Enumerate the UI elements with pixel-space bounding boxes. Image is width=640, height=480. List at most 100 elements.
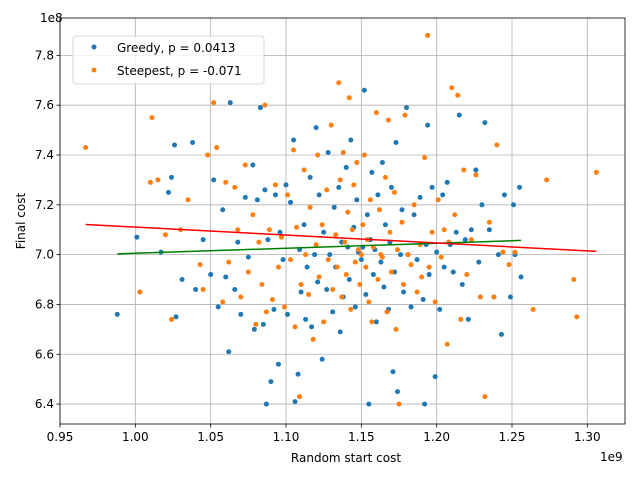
- greedy-point: [295, 371, 301, 377]
- greedy-point: [319, 356, 325, 362]
- greedy-point: [235, 239, 241, 245]
- greedy-point: [208, 272, 214, 278]
- greedy-point: [331, 204, 337, 210]
- steepest-point: [414, 289, 420, 295]
- greedy-point: [346, 277, 352, 283]
- steepest-point: [506, 262, 512, 268]
- greedy-point: [238, 311, 244, 317]
- steepest-point: [388, 269, 394, 275]
- greedy-point: [364, 212, 370, 218]
- steepest-point: [339, 294, 345, 300]
- greedy-point: [411, 212, 417, 218]
- greedy-point: [425, 122, 431, 128]
- steepest-point: [307, 204, 313, 210]
- greedy-point: [426, 272, 432, 278]
- greedy-point: [378, 259, 384, 265]
- greedy-point: [220, 207, 226, 213]
- greedy-point: [315, 279, 321, 285]
- legend-label-greedy: Greedy, p = 0.0413: [117, 41, 235, 55]
- greedy-point: [271, 306, 277, 312]
- greedy-point: [262, 187, 268, 193]
- axis-ticks: 0.95 1.00 1.05 1.10 1.15 1.20 1.25 1.30 6.4 6.6 6.…: [35, 48, 601, 444]
- greedy-point: [316, 192, 322, 198]
- greedy-point: [394, 389, 400, 395]
- greedy-point: [312, 252, 318, 258]
- x-tick-label: 1.30: [574, 430, 601, 444]
- greedy-point: [211, 177, 217, 183]
- legend-marker-steepest: [91, 67, 97, 73]
- x-axis-label: Random start cost: [291, 451, 401, 465]
- greedy-point: [401, 289, 407, 295]
- greedy-point: [288, 199, 294, 205]
- y-axis-label: Final cost: [14, 193, 28, 250]
- greedy-point: [495, 252, 501, 258]
- steepest-point: [266, 227, 272, 233]
- steepest-point: [205, 152, 211, 158]
- y-tick-label: 7.4: [35, 148, 54, 162]
- greedy-point: [280, 257, 286, 263]
- greedy-point: [501, 192, 507, 198]
- steepest-point: [449, 85, 455, 91]
- greedy-point: [254, 197, 260, 203]
- greedy-point: [434, 249, 440, 255]
- steepest-point: [468, 237, 474, 243]
- greedy-point: [292, 399, 298, 405]
- y-tick-label: 7.2: [35, 198, 54, 212]
- steepest-point: [235, 227, 241, 233]
- greedy-point: [370, 272, 376, 278]
- steepest-point: [458, 316, 464, 322]
- greedy-point: [275, 361, 281, 367]
- greedy-point: [283, 182, 289, 188]
- greedy-point: [444, 179, 450, 185]
- greedy-point: [330, 309, 336, 315]
- steepest-point: [333, 232, 339, 238]
- x-tick-label: 1.00: [122, 430, 149, 444]
- greedy-point: [298, 289, 304, 295]
- steepest-point: [361, 152, 367, 158]
- greedy-point: [375, 192, 381, 198]
- greedy-point: [291, 137, 297, 143]
- steepest-point: [352, 259, 358, 265]
- x-tick-label: 1.25: [499, 430, 526, 444]
- greedy-point: [251, 326, 257, 332]
- steepest-point: [387, 229, 393, 235]
- steepest-point: [363, 264, 369, 270]
- steepest-point: [297, 394, 303, 400]
- steepest-point: [373, 110, 379, 116]
- greedy-point: [352, 304, 358, 310]
- greedy-point: [479, 202, 485, 208]
- steepest-point: [367, 197, 373, 203]
- steepest-point: [342, 239, 348, 245]
- greedy-point: [482, 120, 488, 126]
- steepest-point: [155, 177, 161, 183]
- steepest-point: [315, 152, 321, 158]
- steepest-point: [197, 262, 203, 268]
- greedy-point: [398, 252, 404, 258]
- steepest-point: [393, 326, 399, 332]
- greedy-point: [200, 237, 206, 243]
- steepest-point: [574, 314, 580, 320]
- steepest-point: [345, 209, 351, 215]
- greedy-point: [227, 100, 233, 106]
- steepest-point: [321, 319, 327, 325]
- steepest-point: [147, 179, 153, 185]
- y-tick-label: 6.4: [35, 397, 54, 411]
- greedy-point: [304, 264, 310, 270]
- greedy-point: [456, 112, 462, 118]
- greedy-point: [366, 401, 372, 407]
- greedy-point: [215, 304, 221, 310]
- greedy-point: [336, 184, 342, 190]
- steepest-point: [168, 316, 174, 322]
- greedy-point: [498, 331, 504, 337]
- greedy-point: [390, 369, 396, 375]
- steepest-point: [214, 145, 220, 151]
- greedy-point: [379, 159, 385, 165]
- greedy-point: [517, 184, 523, 190]
- greedy-point: [369, 169, 375, 175]
- steepest-point: [325, 257, 331, 263]
- steepest-point: [253, 321, 259, 327]
- steepest-point: [355, 247, 361, 253]
- steepest-point: [232, 184, 238, 190]
- x-tick-label: 1.10: [273, 430, 300, 444]
- greedy-point: [172, 142, 178, 148]
